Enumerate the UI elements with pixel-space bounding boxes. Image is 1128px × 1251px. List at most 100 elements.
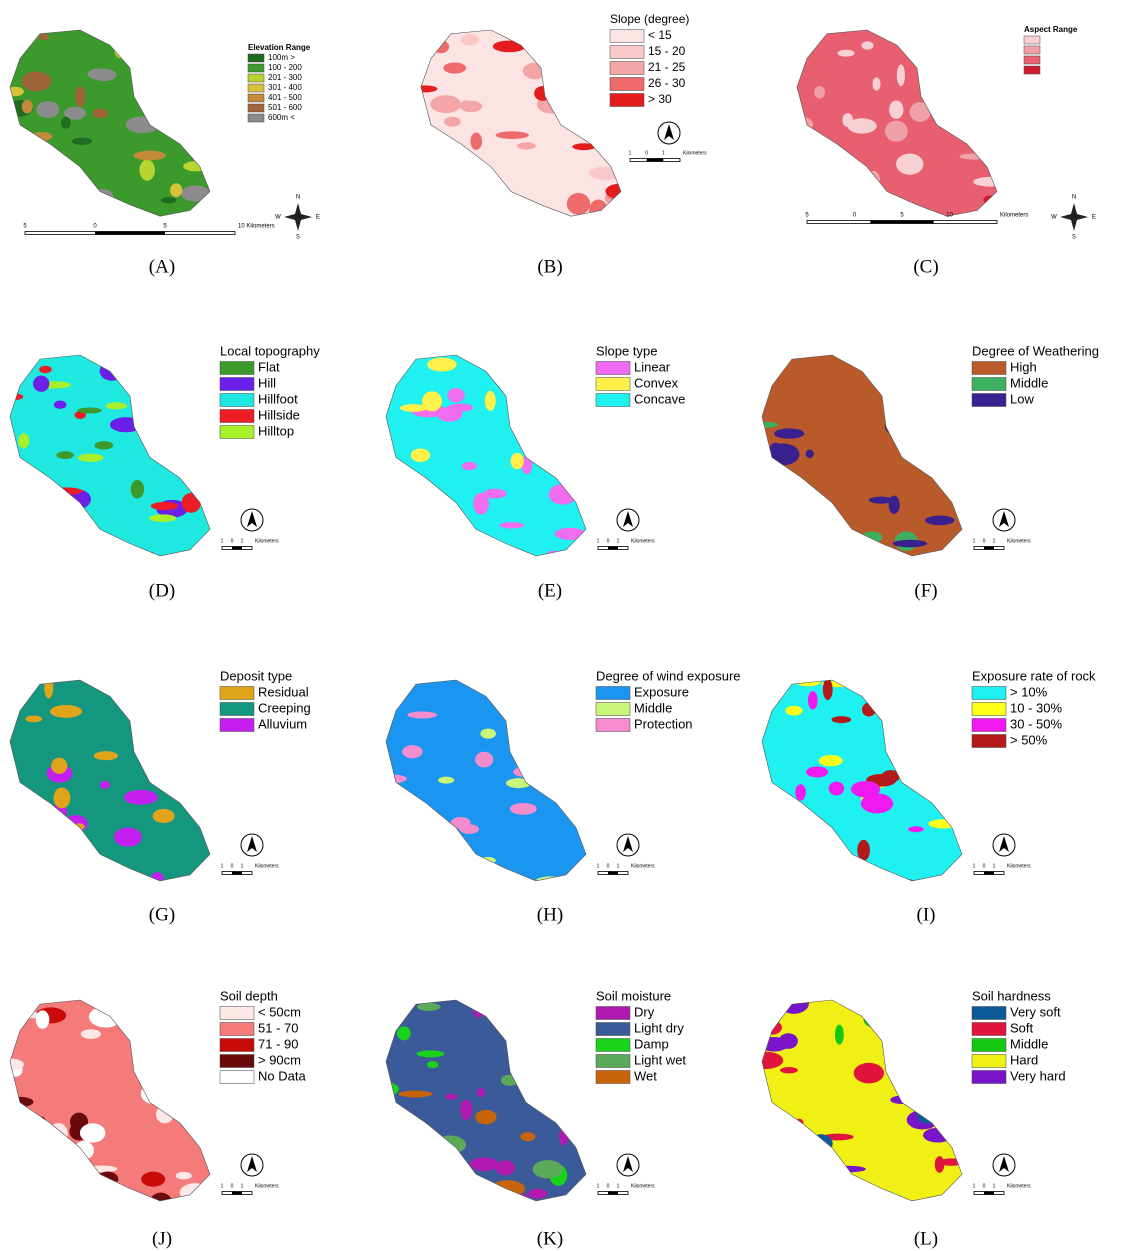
map-patch: [809, 1134, 832, 1153]
legend-label: Hilltop: [258, 423, 294, 438]
map-patch: [36, 101, 59, 118]
scale-label: 0: [645, 150, 648, 156]
map-patch: [534, 355, 555, 366]
map-patch: [501, 692, 536, 712]
map-patch: [470, 133, 482, 150]
scale-bar-segment: [232, 547, 242, 550]
map-patch: [38, 850, 54, 856]
legend-label: > 30: [648, 92, 672, 106]
legend-label: < 50cm: [258, 1004, 301, 1019]
map-patch: [792, 542, 807, 563]
scale-bar-segment: [232, 872, 242, 875]
compass-label: N: [296, 195, 300, 201]
scale-label: 1: [221, 1183, 224, 1189]
legend-swatch: [596, 394, 630, 407]
figure: Elevation Range100m >100 - 200201 - 3003…: [0, 0, 1128, 1251]
map-patch: [508, 1006, 516, 1014]
scale-label: 0: [607, 863, 610, 869]
scale-unit: Kilometers: [1007, 863, 1031, 869]
map-patch: [928, 819, 958, 828]
legend-label: Concave: [634, 391, 685, 406]
legend-title: Degree of wind exposure: [596, 668, 741, 683]
map-patch: [851, 781, 880, 797]
scale-label: 5: [805, 213, 809, 219]
map-patch: [53, 788, 70, 809]
map-patch: [409, 1171, 437, 1179]
map-patch: [785, 706, 802, 716]
map-patch: [411, 448, 430, 462]
legend-label: Hillside: [258, 407, 300, 422]
legend-swatch: [972, 1055, 1006, 1068]
legend-swatch: [972, 1071, 1006, 1084]
legend-swatch: [596, 687, 630, 700]
map-patch: [801, 527, 829, 543]
map-patch: [428, 1149, 456, 1161]
scale-label: 1: [221, 538, 224, 544]
scale-label: 1: [993, 1183, 996, 1189]
map-patch: [33, 376, 49, 392]
scale-label: 1: [617, 538, 620, 544]
map-patch: [533, 1160, 563, 1178]
map-patch: [75, 86, 85, 107]
map-patch: [779, 993, 809, 1014]
legend-title: Slope (degree): [610, 12, 689, 26]
map-patch: [51, 758, 67, 774]
legend-swatch: [1024, 56, 1040, 64]
map-patch: [862, 998, 871, 1019]
map-patch: [159, 1021, 172, 1040]
map-patch: [814, 86, 825, 99]
map-patch: [92, 109, 107, 119]
map-patch: [44, 677, 53, 699]
map-patch: [555, 528, 586, 540]
panel-label: (B): [537, 256, 562, 277]
map-patch: [543, 688, 552, 710]
map-patch: [523, 63, 547, 80]
map-patch: [506, 778, 531, 788]
map-patch: [765, 347, 789, 365]
map-patch: [161, 197, 176, 203]
map-patch: [81, 1029, 101, 1039]
map-patch: [60, 512, 78, 524]
map-patch: [793, 117, 813, 132]
map-patch: [402, 745, 422, 758]
legend-title: Exposure rate of rock: [972, 668, 1096, 683]
legend-label: Wet: [634, 1068, 657, 1083]
map-patch: [858, 1187, 873, 1203]
legend-label: < 15: [648, 28, 672, 42]
map-patch: [114, 353, 144, 375]
map-patch: [897, 65, 905, 87]
map-patch: [72, 138, 92, 145]
map-patch: [37, 1117, 46, 1132]
map-patch: [87, 1165, 117, 1172]
map-patch: [819, 755, 843, 766]
map-patch: [179, 1098, 208, 1109]
map-patch: [17, 819, 48, 827]
map-patch: [133, 49, 147, 62]
map-patch: [892, 540, 927, 547]
legend-label: Low: [1010, 391, 1034, 406]
map-patch: [131, 480, 144, 499]
legend-swatch: [1024, 66, 1040, 74]
map-patch: [773, 799, 798, 820]
map-patch: [908, 826, 924, 832]
scale-label: 1: [221, 863, 224, 869]
legend-label: Linear: [634, 359, 671, 374]
map-panel: Local topographyFlatHillHillfootHillside…: [0, 343, 320, 601]
legend-label: High: [1010, 359, 1037, 374]
legend-label: Convex: [634, 375, 679, 390]
map-area: [386, 680, 586, 881]
legend-label: 201 - 300: [268, 73, 302, 82]
map-patch: [112, 1181, 120, 1202]
map-patch: [459, 865, 467, 878]
panel-label: (F): [914, 580, 937, 601]
map-patch: [61, 117, 71, 129]
scale-label: 1: [993, 863, 996, 869]
map-patch: [105, 402, 127, 409]
map-patch: [407, 711, 437, 718]
map-patch: [932, 1098, 945, 1112]
legend-title: Local topography: [220, 343, 320, 358]
map-patch: [82, 1198, 96, 1211]
scale-label: 1: [617, 863, 620, 869]
map-patch: [55, 541, 90, 547]
map-patch: [12, 806, 23, 816]
